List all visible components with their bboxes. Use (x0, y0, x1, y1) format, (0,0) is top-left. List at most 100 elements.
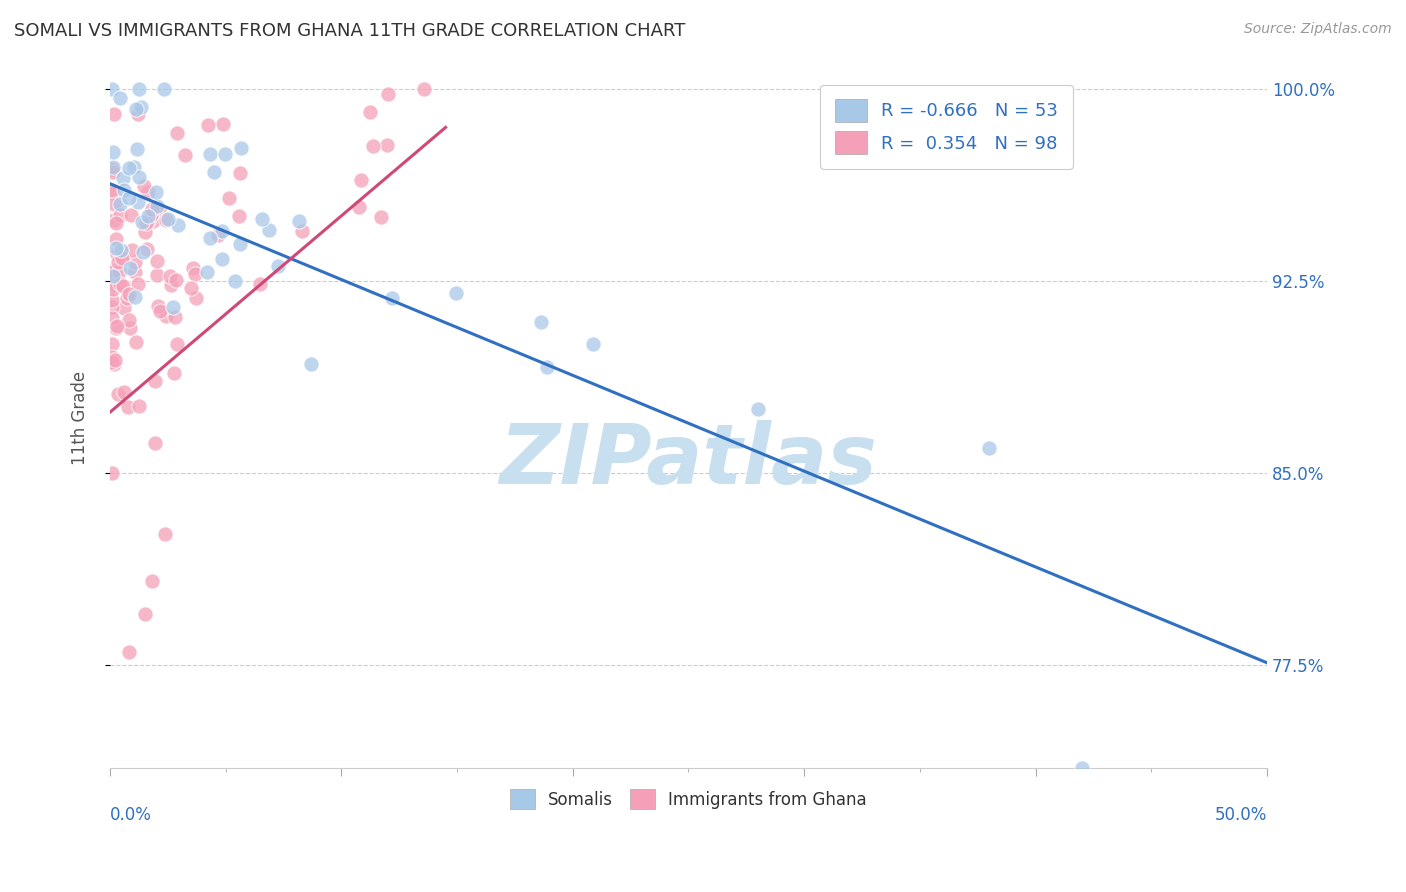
Point (128, 169, 150, 184)
Point (101, 310, 124, 325)
Point (224, 274, 246, 288)
Point (122, 160, 145, 174)
Point (166, 337, 188, 351)
Point (134, 179, 156, 194)
Point (1070, 761, 1092, 775)
Point (124, 290, 146, 304)
Point (127, 142, 149, 156)
Point (530, 315, 553, 329)
Point (141, 574, 163, 588)
Point (142, 214, 165, 228)
Point (101, 283, 124, 297)
Point (979, 441, 1001, 455)
Point (146, 253, 169, 268)
Point (413, 82, 436, 96)
Point (107, 318, 129, 333)
Point (377, 87, 399, 102)
Point (218, 191, 240, 205)
Point (211, 224, 233, 238)
Point (174, 148, 197, 162)
Point (110, 277, 132, 292)
Point (141, 202, 163, 217)
Point (163, 367, 186, 381)
Point (747, 402, 769, 417)
Point (101, 162, 124, 177)
Point (104, 264, 127, 278)
Point (152, 82, 174, 96)
Point (125, 102, 148, 116)
Point (111, 251, 134, 265)
Point (108, 91, 131, 105)
Point (375, 138, 398, 153)
Point (132, 244, 155, 259)
Point (153, 527, 176, 541)
Point (287, 214, 309, 228)
Point (107, 247, 129, 261)
Point (134, 225, 156, 239)
Point (301, 357, 323, 371)
Point (101, 183, 124, 197)
Point (162, 300, 184, 314)
Point (118, 321, 141, 335)
Point (257, 223, 280, 237)
Point (117, 291, 139, 305)
Point (180, 280, 202, 294)
Point (101, 82, 124, 96)
Point (146, 199, 169, 213)
Point (103, 186, 125, 200)
Point (117, 400, 139, 414)
Point (103, 358, 125, 372)
Point (165, 273, 187, 287)
Point (145, 268, 167, 282)
Point (198, 146, 221, 161)
Point (141, 208, 163, 222)
Point (117, 312, 139, 326)
Point (363, 139, 385, 153)
Point (136, 185, 159, 199)
Text: 0.0%: 0.0% (110, 806, 152, 824)
Point (112, 183, 135, 197)
Point (207, 227, 229, 242)
Point (105, 241, 128, 255)
Point (134, 607, 156, 621)
Point (359, 105, 381, 120)
Point (145, 185, 167, 199)
Point (267, 259, 290, 273)
Point (124, 254, 146, 268)
Point (111, 278, 134, 293)
Point (149, 304, 172, 318)
Point (136, 210, 159, 224)
Point (159, 268, 181, 283)
Point (117, 287, 139, 301)
Point (212, 117, 235, 131)
Point (110, 208, 132, 222)
Point (135, 216, 157, 230)
Point (108, 196, 131, 211)
Point (103, 197, 125, 211)
Point (159, 278, 181, 293)
Point (127, 107, 149, 121)
Point (103, 213, 125, 227)
Point (121, 243, 143, 257)
Point (156, 211, 179, 226)
Point (103, 164, 125, 178)
Point (252, 212, 274, 227)
Point (129, 100, 152, 114)
Point (103, 269, 125, 284)
Point (136, 214, 159, 228)
Point (105, 216, 128, 230)
Point (380, 291, 402, 305)
Point (136, 243, 159, 257)
Point (211, 252, 233, 266)
Point (183, 261, 205, 276)
Point (229, 237, 252, 252)
Point (112, 301, 135, 315)
Point (197, 265, 219, 279)
Point (105, 321, 128, 335)
Point (167, 218, 190, 232)
Point (197, 118, 219, 132)
Point (204, 165, 226, 179)
Point (101, 350, 124, 364)
Point (103, 160, 125, 174)
Point (104, 353, 127, 368)
